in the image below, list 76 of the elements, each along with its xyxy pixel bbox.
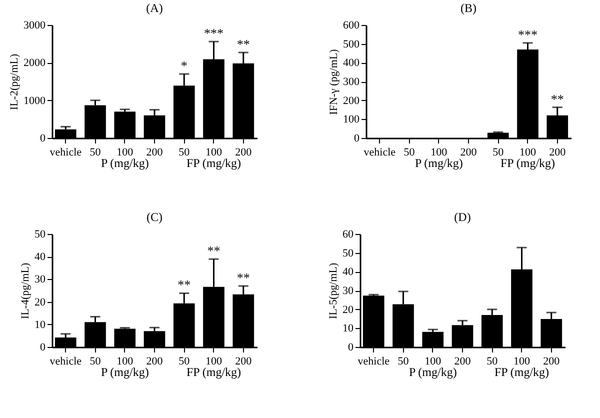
- x-tick-label: 50: [178, 146, 190, 158]
- text: P (mg/kg): [100, 365, 149, 379]
- y-tick-label: 30: [34, 274, 46, 286]
- data-label: ***: [518, 26, 538, 42]
- y-tick-label: 0: [40, 342, 46, 354]
- y-tick-label: 0: [348, 342, 354, 354]
- x-tick-label: 100: [206, 146, 222, 158]
- x-tick-label: 200: [235, 356, 252, 368]
- y-tick-label: 30: [342, 285, 354, 297]
- y-tick-label: 20: [34, 296, 46, 308]
- x-tick-label: vehicle: [364, 146, 396, 158]
- y-tick-label: 400: [343, 57, 360, 70]
- data-label: **: [236, 36, 250, 52]
- data-label: **: [178, 277, 191, 292]
- x-tick-label: 200: [146, 146, 164, 158]
- x-tick-label: 50: [492, 146, 504, 158]
- y-tick-label: 300: [343, 76, 360, 88]
- x-tick-label: 50: [178, 356, 190, 368]
- y-tick-label: 3000: [24, 20, 46, 32]
- y-tick-label: 2000: [24, 57, 46, 70]
- y-tick-label: 500: [343, 38, 360, 50]
- data-label: **: [236, 270, 250, 285]
- y-axis-title: IL-2(pg/mL): [8, 54, 20, 110]
- text: FP (mg/kg): [186, 156, 242, 170]
- x-tick-label: 50: [398, 356, 410, 368]
- y-tick-label: 50: [34, 228, 46, 240]
- text: P (mg/kg): [408, 365, 457, 379]
- x-tick-label: 50: [486, 356, 498, 368]
- y-axis-title: IL-4(pg/mL): [20, 262, 32, 320]
- y-tick-label: 200: [343, 94, 360, 107]
- text: P (mg/kg): [100, 156, 149, 170]
- x-tick-label: 100: [520, 146, 536, 158]
- text: FP (mg/kg): [500, 156, 556, 170]
- x-tick-label: 200: [460, 146, 478, 158]
- data-label: ***: [204, 26, 224, 41]
- data-label: *: [180, 58, 188, 73]
- y-tick-label: 20: [342, 304, 354, 316]
- x-tick-label: 200: [543, 356, 560, 368]
- y-tick-label: 100: [343, 114, 360, 126]
- y-tick-label: 10: [342, 322, 354, 335]
- text: P (mg/kg): [414, 156, 463, 170]
- x-tick-label: 200: [549, 146, 566, 158]
- text: FP (mg/kg): [494, 365, 550, 379]
- x-tick-label: 200: [454, 356, 472, 368]
- x-tick-label: 200: [146, 356, 164, 368]
- x-tick-label: 50: [404, 146, 416, 158]
- chart-title: (C): [146, 210, 162, 224]
- y-tick-label: 600: [343, 20, 360, 32]
- x-tick-label: 100: [116, 356, 134, 368]
- y-tick-label: 40: [34, 251, 46, 264]
- y-tick-label: 50: [342, 247, 354, 260]
- y-tick-label: 0: [40, 132, 46, 144]
- y-tick-label: 1000: [24, 94, 46, 107]
- chart-title: (A): [146, 1, 163, 15]
- chart-title: (D): [454, 210, 471, 224]
- y-tick-label: 10: [34, 318, 46, 331]
- x-tick-label: 100: [430, 146, 448, 158]
- x-tick-label: 100: [206, 356, 222, 368]
- x-tick-label: 200: [235, 146, 252, 158]
- y-axis-title: IFN-γ (pg/mL): [328, 48, 340, 115]
- data-label: **: [207, 243, 220, 258]
- data-label: **: [550, 91, 564, 106]
- x-tick-label: vehicle: [50, 356, 82, 368]
- y-tick-label: 60: [342, 228, 354, 240]
- x-tick-label: 100: [424, 356, 442, 368]
- x-tick-label: vehicle: [50, 146, 82, 158]
- x-tick-label: 50: [90, 146, 102, 158]
- x-tick-label: 100: [514, 356, 530, 368]
- x-tick-label: 100: [116, 146, 134, 158]
- chart-title: (B): [460, 1, 476, 15]
- y-tick-label: 40: [342, 266, 354, 278]
- y-tick-label: 0: [354, 132, 360, 144]
- x-tick-label: 50: [90, 356, 102, 368]
- x-tick-label: vehicle: [358, 356, 390, 368]
- y-axis-title: IL-5(pg/mL): [328, 262, 340, 320]
- text: FP (mg/kg): [186, 365, 242, 379]
